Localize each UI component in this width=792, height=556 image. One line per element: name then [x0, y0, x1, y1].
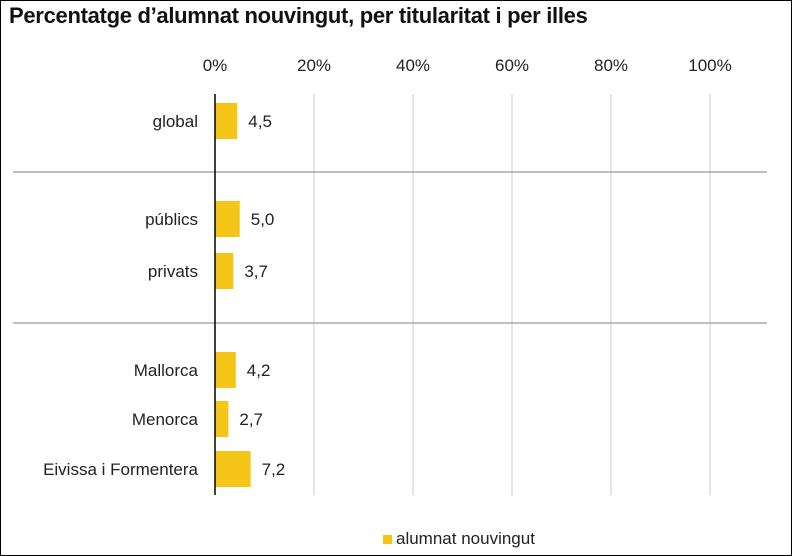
category-label: privats [148, 262, 198, 281]
category-label: global [153, 112, 198, 131]
x-tick-label: 40% [396, 56, 430, 75]
data-label: 4,5 [248, 112, 272, 131]
x-tick-label: 80% [594, 56, 628, 75]
category-label: Mallorca [134, 361, 199, 380]
legend-swatch [383, 534, 392, 544]
x-tick-label: 100% [688, 56, 731, 75]
bar [215, 451, 251, 487]
data-label: 5,0 [251, 210, 275, 229]
legend: alumnat nouvingut [383, 529, 535, 549]
bar [215, 352, 236, 388]
data-label: 3,7 [244, 262, 268, 281]
category-label: públics [145, 210, 198, 229]
data-label: 4,2 [247, 361, 271, 380]
data-label: 7,2 [262, 460, 286, 479]
bar [215, 253, 234, 289]
category-label: Eivissa i Formentera [43, 460, 198, 479]
x-tick-label: 60% [495, 56, 529, 75]
data-label: 2,7 [239, 410, 263, 429]
x-tick-label: 0% [203, 56, 228, 75]
category-label: Menorca [132, 410, 199, 429]
chart-title: Percentatge d’alumnat nouvingut, per tit… [9, 3, 588, 28]
x-tick-label: 20% [297, 56, 331, 75]
bar [215, 401, 229, 437]
bar [215, 103, 238, 139]
bar [215, 201, 240, 237]
legend-label: alumnat nouvingut [396, 529, 535, 548]
